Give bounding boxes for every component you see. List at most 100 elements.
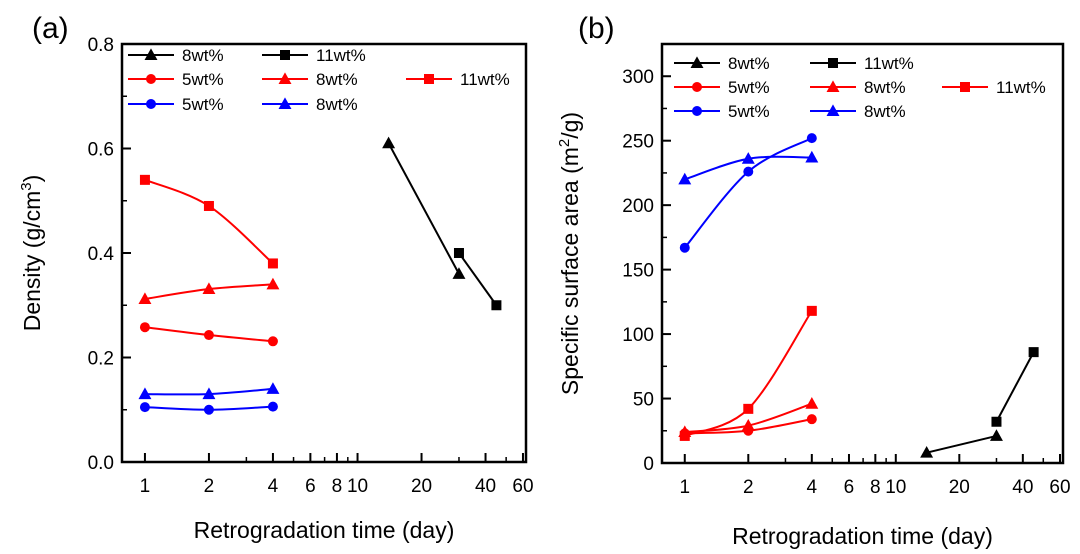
legend-entry: 5wt%	[674, 78, 770, 97]
x-tick-label: 2	[204, 476, 215, 497]
data-point	[989, 429, 1003, 441]
series-5wtpct-circle	[139, 322, 278, 347]
legend-marker	[278, 72, 292, 84]
panel-label: (b)	[578, 12, 615, 45]
data-point	[139, 174, 150, 185]
y-tick-label: 250	[622, 132, 654, 153]
legend-marker	[278, 97, 292, 109]
x-tick-label: 1	[679, 477, 690, 498]
series-line	[387, 142, 460, 275]
legend-entry: 5wt%	[674, 102, 770, 121]
data-point	[920, 446, 934, 458]
chart-panel-a: 0.0 0.2 0.4 0.6 0.8 1 2 4 6 8 10 20 40 60 (a) Retrograd…	[18, 12, 534, 543]
panel-label: (a)	[32, 12, 69, 45]
legend-entry: 8wt%	[810, 102, 906, 121]
series-8wtpct-triangle	[382, 136, 466, 279]
data-point	[743, 166, 754, 177]
data-point	[805, 397, 819, 409]
x-tick-label: 40	[475, 476, 496, 497]
legend-label: 8wt%	[864, 78, 906, 97]
data-point	[266, 382, 280, 394]
data-point	[203, 404, 214, 415]
series-5wtpct-circle	[139, 401, 278, 415]
data-point	[139, 322, 150, 333]
x-axis-title: Retrogradation time (day)	[194, 517, 455, 543]
data-point	[806, 414, 817, 425]
series-line	[995, 351, 1035, 423]
data-point	[679, 430, 690, 441]
x-axis-title: Retrogradation time (day)	[732, 523, 993, 549]
legend-label: 11wt%	[316, 46, 366, 65]
y-axis-title: Density (g/cm3)	[18, 175, 45, 332]
series-11wtpct-square	[679, 305, 817, 441]
legend-label: 11wt%	[864, 54, 914, 73]
series-line	[684, 310, 813, 437]
y-tick-label: 150	[622, 261, 654, 282]
x-tick-label: 20	[411, 476, 432, 497]
legend-entry: 11wt%	[942, 78, 1046, 97]
legend-label: 8wt%	[316, 95, 358, 114]
legend-label: 11wt%	[460, 70, 510, 89]
legend-marker	[280, 50, 290, 60]
data-point	[138, 292, 152, 304]
x-tick-label: 10	[347, 476, 368, 497]
legend-label: 5wt%	[728, 102, 770, 121]
legend-entry: 8wt%	[810, 78, 906, 97]
series-line	[144, 178, 274, 265]
data-point	[741, 152, 755, 164]
data-point	[991, 416, 1002, 427]
legend-marker	[828, 58, 838, 68]
legend-label: 5wt%	[182, 70, 224, 89]
data-point	[267, 401, 278, 412]
x-tick-label: 10	[885, 477, 906, 498]
series-11wtpct-square	[453, 248, 502, 311]
x-tick-label: 20	[949, 477, 970, 498]
legend-entry: 8wt%	[674, 54, 770, 73]
y-tick-label: 0.4	[88, 244, 115, 265]
series-11wtpct-square	[991, 347, 1039, 427]
x-tick-label: 2	[743, 477, 754, 498]
legend-label: 5wt%	[728, 78, 770, 97]
legend-entry: 8wt%	[128, 46, 224, 65]
x-tick-label: 4	[807, 477, 818, 498]
data-point	[203, 330, 214, 341]
legend-entry: 11wt%	[810, 54, 914, 73]
y-tick-label: 300	[622, 67, 654, 88]
legend-entry: 8wt%	[262, 95, 358, 114]
data-point	[267, 258, 278, 269]
y-tick-label: 0.0	[88, 453, 114, 474]
data-point	[806, 305, 817, 316]
legend-marker	[144, 48, 158, 60]
data-point	[679, 242, 690, 253]
data-point	[741, 418, 755, 431]
series-5wtpct-circle	[679, 133, 817, 253]
y-tick-label: 100	[622, 325, 654, 346]
legend-marker	[692, 82, 702, 92]
series-11wtpct-square	[139, 174, 278, 269]
data-point	[453, 248, 464, 258]
series-8wtpct-triangle	[138, 277, 280, 304]
legend-entry: 8wt%	[262, 70, 358, 89]
data-point	[678, 172, 692, 185]
legend-marker	[826, 80, 840, 92]
series-8wtpct-triangle	[920, 429, 1003, 458]
legend-marker	[146, 74, 156, 84]
data-point	[202, 387, 216, 400]
x-tick-label: 4	[268, 476, 279, 497]
legend-label: 8wt%	[316, 70, 358, 89]
x-tick-label: 1	[140, 476, 151, 497]
data-point	[267, 336, 278, 347]
legend-entry: 11wt%	[262, 46, 366, 65]
y-tick-label: 0.2	[88, 349, 114, 370]
data-point	[805, 150, 819, 163]
legend-marker	[146, 99, 156, 109]
y-tick-label: 0.8	[88, 35, 114, 56]
y-tick-label: 0.6	[88, 140, 114, 161]
data-point	[452, 267, 466, 279]
y-tick-label: 200	[622, 196, 654, 217]
series-line	[926, 434, 997, 454]
data-point	[266, 277, 280, 290]
data-point	[202, 282, 216, 295]
data-point	[139, 402, 150, 413]
